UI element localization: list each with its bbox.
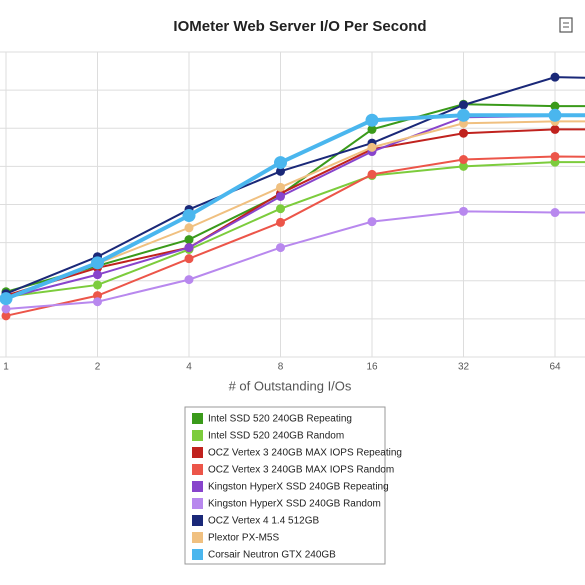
- data-point: [93, 280, 102, 290]
- legend-label: Plextor PX-M5S: [208, 533, 279, 544]
- legend-label: OCZ Vertex 3 240GB MAX IOPS Random: [208, 465, 394, 476]
- x-axis-label: # of Outstanding I/Os: [229, 378, 352, 393]
- legend-swatch: [192, 532, 203, 543]
- data-point: [367, 217, 377, 227]
- series-line: [5, 76, 585, 295]
- data-point: [182, 209, 196, 223]
- legend-swatch: [192, 447, 203, 458]
- data-point: [459, 206, 468, 216]
- x-tick-label: 1: [3, 362, 9, 373]
- data-point: [457, 108, 470, 122]
- legend-label: Intel SSD 520 240GB Random: [208, 431, 344, 442]
- data-point: [276, 217, 285, 227]
- legend-swatch: [192, 515, 203, 526]
- x-tick-label: 8: [278, 362, 284, 373]
- data-point: [550, 151, 560, 161]
- legend-swatch: [192, 413, 203, 424]
- data-point: [365, 113, 379, 127]
- series-line: [5, 120, 585, 300]
- data-point: [276, 191, 285, 201]
- x-tick-label: 32: [458, 362, 470, 373]
- series-line: [5, 115, 585, 299]
- data-point: [184, 275, 194, 285]
- series-line: [5, 155, 585, 317]
- data-point: [276, 204, 285, 214]
- data-point: [91, 256, 104, 270]
- data-point: [274, 156, 287, 170]
- chart-title: IOMeter Web Server I/O Per Second: [173, 18, 426, 35]
- x-tick-label: 64: [549, 362, 561, 373]
- data-point: [550, 101, 560, 111]
- legend-swatch: [192, 481, 203, 492]
- series-line: [5, 103, 585, 293]
- data-point: [184, 223, 194, 233]
- data-point: [550, 72, 560, 82]
- data-point: [459, 128, 468, 138]
- series-line: [5, 161, 585, 298]
- legend-label: Corsair Neutron GTX 240GB: [208, 550, 336, 561]
- series-line: [5, 210, 585, 310]
- data-point: [367, 142, 377, 152]
- data-point: [367, 169, 377, 179]
- legend-label: Kingston HyperX SSD 240GB Random: [208, 499, 381, 510]
- data-point: [1, 304, 11, 314]
- data-point: [184, 243, 194, 253]
- series-line: [5, 128, 585, 297]
- legend-swatch: [192, 430, 203, 441]
- data-point: [459, 155, 468, 165]
- icon: [559, 17, 573, 33]
- data-point: [459, 161, 468, 171]
- data-point: [548, 108, 562, 122]
- legend-swatch: [192, 498, 203, 509]
- legend-label: Kingston HyperX SSD 240GB Repeating: [208, 482, 389, 493]
- legend-label: OCZ Vertex 4 1.4 512GB: [208, 516, 319, 527]
- legend-label: OCZ Vertex 3 240GB MAX IOPS Repeating: [208, 448, 402, 459]
- data-point: [276, 166, 285, 176]
- data-point: [184, 235, 194, 245]
- data-point: [550, 124, 560, 134]
- data-point: [367, 124, 377, 134]
- data-point: [276, 182, 285, 192]
- data-point: [93, 270, 102, 280]
- legend: [184, 406, 386, 565]
- legend-swatch: [192, 549, 203, 560]
- data-point: [184, 254, 194, 264]
- legend-label: Intel SSD 520 240GB Repeating: [208, 414, 352, 425]
- series-line: [5, 113, 585, 301]
- x-tick-label: 16: [366, 362, 378, 373]
- data-point: [0, 292, 13, 306]
- data-point: [550, 208, 560, 218]
- data-point: [1, 311, 11, 321]
- x-tick-label: 4: [186, 362, 192, 373]
- legend-swatch: [192, 464, 203, 475]
- data-point: [276, 243, 285, 253]
- x-tick-label: 2: [95, 362, 101, 373]
- data-point: [93, 297, 102, 307]
- data-point: [459, 100, 468, 110]
